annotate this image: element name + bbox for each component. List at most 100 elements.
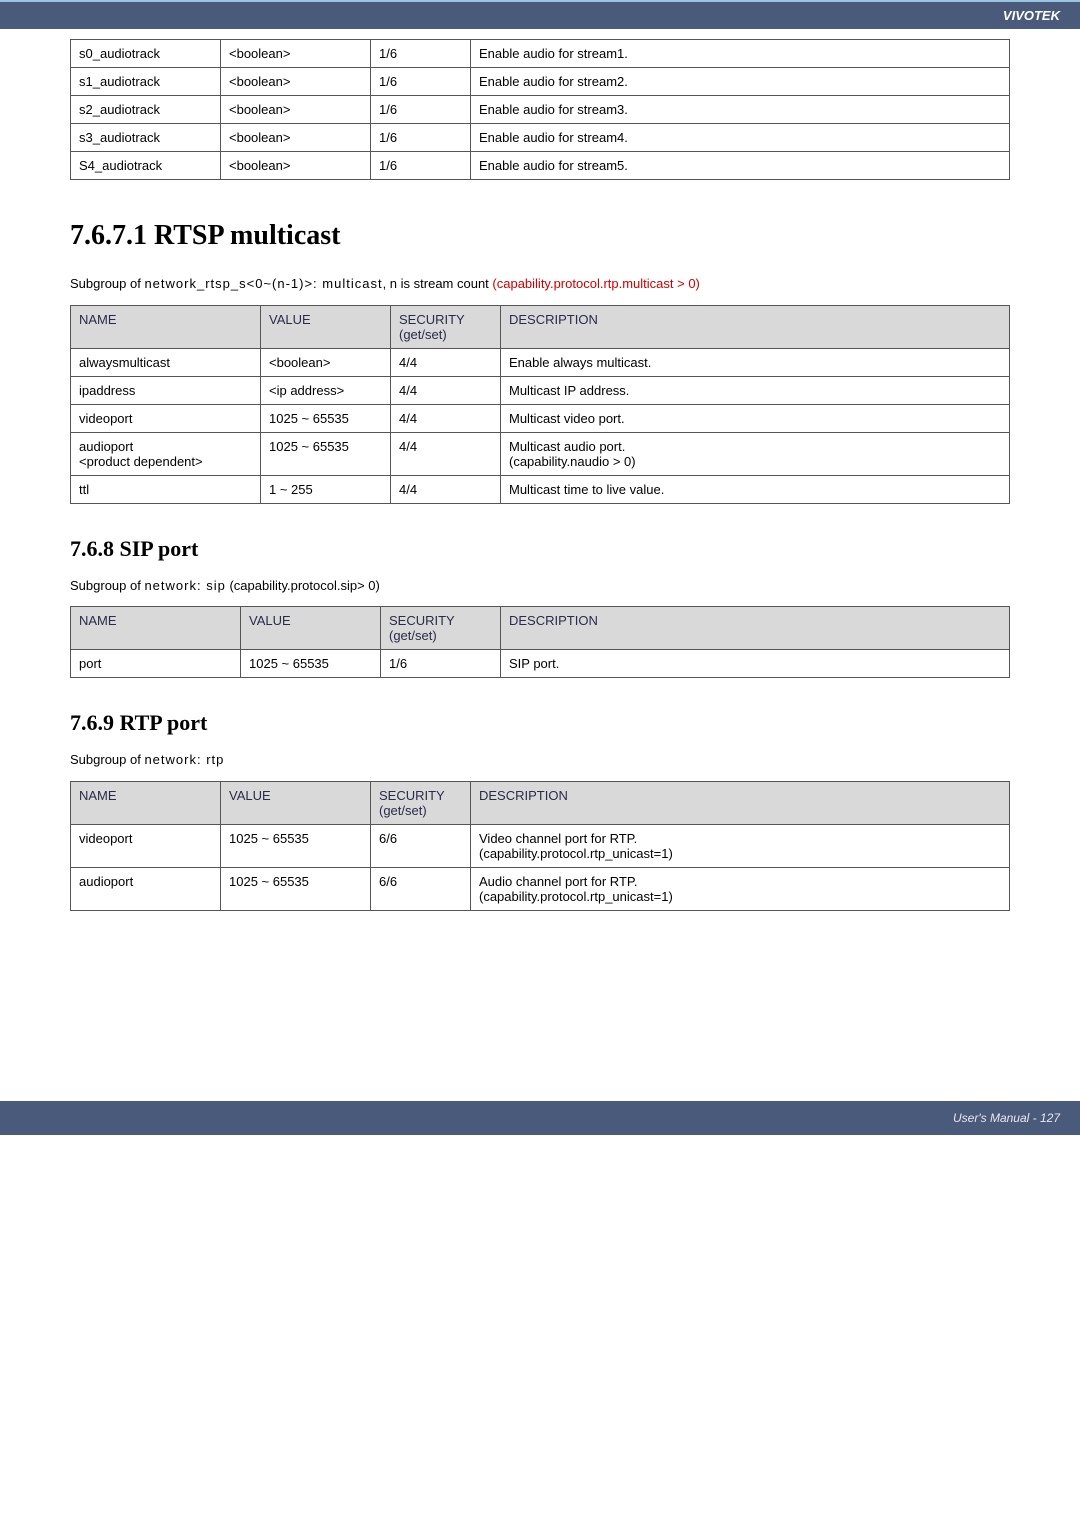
rtsp-intro: Subgroup of network_rtsp_s<0~(n-1)>: mul…: [70, 270, 1010, 299]
table-cell: Enable audio for stream2.: [471, 68, 1010, 96]
rtp-intro-code: network: rtp: [144, 752, 224, 767]
sip-intro-pre: Subgroup of: [70, 578, 144, 593]
table-cell: 4/4: [391, 432, 501, 475]
table-cell: <boolean>: [261, 348, 391, 376]
table-header-row: NAME VALUE SECURITY (get/set) DESCRIPTIO…: [71, 781, 1010, 824]
table-cell: 4/4: [391, 348, 501, 376]
getset-label: (get/set): [379, 803, 427, 818]
rtsp-intro-pre: Subgroup of: [70, 276, 144, 291]
table-cell: alwaysmulticast: [71, 348, 261, 376]
security-label: SECURITY: [389, 613, 455, 628]
rtsp-intro-red: (capability.protocol.rtp.multicast > 0): [492, 276, 699, 291]
table-cell: 6/6: [371, 824, 471, 867]
table-cell: 1/6: [371, 40, 471, 68]
table-cell: ttl: [71, 475, 261, 503]
rtp-port-heading: 7.6.9 RTP port: [70, 710, 1010, 736]
audiotrack-tbody: s0_audiotrack<boolean>1/6Enable audio fo…: [71, 40, 1010, 180]
table-cell: 1/6: [371, 96, 471, 124]
sip-intro: Subgroup of network: sip (capability.pro…: [70, 572, 1010, 601]
table-cell: <boolean>: [221, 124, 371, 152]
security-label: SECURITY: [379, 788, 445, 803]
rtsp-intro-mid: , n is stream count: [383, 276, 493, 291]
table-cell: SIP port.: [501, 650, 1010, 678]
table-row: s2_audiotrack<boolean>1/6Enable audio fo…: [71, 96, 1010, 124]
rtsp-multicast-table: NAME VALUE SECURITY (get/set) DESCRIPTIO…: [70, 305, 1010, 504]
table-cell: s0_audiotrack: [71, 40, 221, 68]
table-cell: videoport: [71, 404, 261, 432]
table-cell: s2_audiotrack: [71, 96, 221, 124]
rtsp-tbody: alwaysmulticast<boolean>4/4Enable always…: [71, 348, 1010, 503]
table-header-row: NAME VALUE SECURITY (get/set) DESCRIPTIO…: [71, 607, 1010, 650]
footer-text: User's Manual - 127: [953, 1111, 1060, 1125]
table-row: s0_audiotrack<boolean>1/6Enable audio fo…: [71, 40, 1010, 68]
table-cell: Enable always multicast.: [501, 348, 1010, 376]
security-label: SECURITY: [399, 312, 465, 327]
table-cell: Multicast audio port.(capability.naudio …: [501, 432, 1010, 475]
table-cell: <ip address>: [261, 376, 391, 404]
table-row: videoport1025 ~ 655354/4Multicast video …: [71, 404, 1010, 432]
sip-port-table: NAME VALUE SECURITY (get/set) DESCRIPTIO…: [70, 606, 1010, 678]
table-row: ipaddress<ip address>4/4Multicast IP add…: [71, 376, 1010, 404]
table-cell: 1/6: [371, 68, 471, 96]
table-cell: <boolean>: [221, 96, 371, 124]
table-row: S4_audiotrack<boolean>1/6Enable audio fo…: [71, 152, 1010, 180]
col-value: VALUE: [221, 781, 371, 824]
table-cell: <boolean>: [221, 152, 371, 180]
table-cell: s1_audiotrack: [71, 68, 221, 96]
table-cell: 1025 ~ 65535: [221, 824, 371, 867]
rtp-port-table: NAME VALUE SECURITY (get/set) DESCRIPTIO…: [70, 781, 1010, 911]
table-cell: Enable audio for stream4.: [471, 124, 1010, 152]
table-cell: 4/4: [391, 376, 501, 404]
table-cell: 4/4: [391, 475, 501, 503]
col-name: NAME: [71, 781, 221, 824]
audiotrack-table: s0_audiotrack<boolean>1/6Enable audio fo…: [70, 39, 1010, 180]
col-description: DESCRIPTION: [471, 781, 1010, 824]
table-cell: <boolean>: [221, 68, 371, 96]
page-footer: User's Manual - 127: [0, 1101, 1080, 1135]
col-security: SECURITY (get/set): [371, 781, 471, 824]
table-cell: S4_audiotrack: [71, 152, 221, 180]
col-description: DESCRIPTION: [501, 607, 1010, 650]
getset-label: (get/set): [399, 327, 447, 342]
sip-intro-post: (capability.protocol.sip> 0): [226, 578, 380, 593]
table-row: audioport1025 ~ 655356/6Audio channel po…: [71, 867, 1010, 910]
table-cell: ipaddress: [71, 376, 261, 404]
table-row: audioport<product dependent>1025 ~ 65535…: [71, 432, 1010, 475]
table-cell: port: [71, 650, 241, 678]
col-value: VALUE: [261, 305, 391, 348]
rtsp-multicast-heading: 7.6.7.1 RTSP multicast: [70, 220, 1010, 252]
table-row: s1_audiotrack<boolean>1/6Enable audio fo…: [71, 68, 1010, 96]
table-header-row: NAME VALUE SECURITY (get/set) DESCRIPTIO…: [71, 305, 1010, 348]
table-cell: audioport: [71, 867, 221, 910]
table-cell: 1025 ~ 65535: [221, 867, 371, 910]
table-row: ttl1 ~ 2554/4Multicast time to live valu…: [71, 475, 1010, 503]
table-cell: Video channel port for RTP.(capability.p…: [471, 824, 1010, 867]
table-cell: Enable audio for stream5.: [471, 152, 1010, 180]
sip-tbody: port1025 ~ 655351/6SIP port.: [71, 650, 1010, 678]
sip-port-heading: 7.6.8 SIP port: [70, 536, 1010, 562]
table-cell: 1/6: [371, 152, 471, 180]
table-cell: Enable audio for stream1.: [471, 40, 1010, 68]
col-security: SECURITY (get/set): [381, 607, 501, 650]
table-cell: 1 ~ 255: [261, 475, 391, 503]
col-value: VALUE: [241, 607, 381, 650]
table-cell: 1025 ~ 65535: [261, 432, 391, 475]
col-name: NAME: [71, 305, 261, 348]
table-cell: <boolean>: [221, 40, 371, 68]
table-cell: videoport: [71, 824, 221, 867]
table-row: port1025 ~ 655351/6SIP port.: [71, 650, 1010, 678]
table-cell: 1025 ~ 65535: [261, 404, 391, 432]
table-cell: Enable audio for stream3.: [471, 96, 1010, 124]
rtp-tbody: videoport1025 ~ 655356/6Video channel po…: [71, 824, 1010, 910]
table-cell: s3_audiotrack: [71, 124, 221, 152]
table-cell: 1/6: [371, 124, 471, 152]
brand-header: VIVOTEK: [0, 0, 1080, 29]
getset-label: (get/set): [389, 628, 437, 643]
rtsp-intro-code: network_rtsp_s<0~(n-1)>: multicast: [144, 276, 382, 291]
table-cell: Multicast video port.: [501, 404, 1010, 432]
page-content: s0_audiotrack<boolean>1/6Enable audio fo…: [0, 29, 1080, 961]
rtp-intro-pre: Subgroup of: [70, 752, 144, 767]
rtp-intro: Subgroup of network: rtp: [70, 746, 1010, 775]
table-cell: Multicast IP address.: [501, 376, 1010, 404]
sip-intro-code: network: sip: [144, 578, 225, 593]
